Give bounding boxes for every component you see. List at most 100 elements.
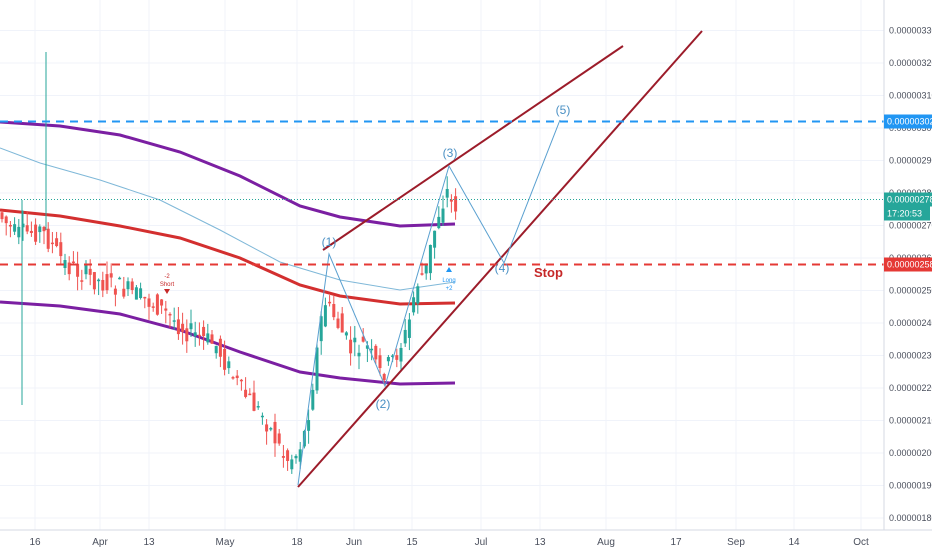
candle-body xyxy=(361,336,365,342)
price-badge-bg xyxy=(884,114,932,129)
price-badges: 0.00000302 0.00000278 17:20:53 0.00000258 xyxy=(884,114,932,272)
time-tick-label: 17 xyxy=(670,537,682,548)
candle-body xyxy=(168,313,172,316)
wave-label: (1) xyxy=(322,235,337,249)
time-tick-label: Sep xyxy=(727,537,745,548)
time-tick-label: Jul xyxy=(475,537,488,548)
candle-body xyxy=(101,279,105,291)
candle-body xyxy=(46,228,50,249)
candle-body xyxy=(164,308,168,311)
time-tick-label: 13 xyxy=(534,537,546,548)
candle-body xyxy=(181,323,185,332)
time-tick-label: 16 xyxy=(29,537,41,548)
candle-body xyxy=(382,374,386,381)
candle-body xyxy=(113,288,117,295)
candle-body xyxy=(311,389,315,410)
time-tick-label: Apr xyxy=(92,537,108,548)
price-badge-label: 0.00000258 xyxy=(887,260,932,270)
candle-body xyxy=(210,334,214,344)
candle-body xyxy=(126,281,130,290)
candle-body xyxy=(424,263,428,274)
ma-line-blue xyxy=(0,147,456,291)
time-tick-label: May xyxy=(216,537,235,548)
candle-body xyxy=(244,389,248,397)
candle-body xyxy=(319,316,323,342)
candle-body xyxy=(151,306,155,308)
candle-body xyxy=(223,348,227,370)
long-signal-label: Long xyxy=(442,278,455,284)
candle-body xyxy=(286,450,290,461)
candle-body xyxy=(395,355,399,360)
candle-body xyxy=(399,347,403,362)
candle-body xyxy=(344,332,348,336)
candle-body xyxy=(281,456,285,458)
candle-body xyxy=(437,216,441,229)
candle-body xyxy=(378,355,382,369)
candle-body xyxy=(38,226,42,233)
candle-body xyxy=(441,208,445,223)
chart-drawings xyxy=(297,30,703,488)
time-tick-label: Aug xyxy=(597,537,615,548)
chart-annotations: (1) (2) (3) (4) (5) Stop -2 Short Long +2 xyxy=(160,103,571,411)
ma-line-purple-lower xyxy=(0,300,456,386)
time-tick-label: 15 xyxy=(406,537,418,548)
time-tick-label: 14 xyxy=(788,537,800,548)
candle-body xyxy=(391,355,395,357)
candle-body xyxy=(160,299,164,306)
candle-body xyxy=(0,212,4,220)
candle-body xyxy=(80,280,84,282)
moving-averages xyxy=(0,120,456,386)
wave-label: (4) xyxy=(495,261,510,275)
candle-body xyxy=(449,199,453,202)
candle-body xyxy=(176,319,180,335)
candle-body xyxy=(25,225,29,232)
candle-body xyxy=(323,305,327,327)
elliott-wave-path xyxy=(297,119,561,486)
candle-body xyxy=(403,329,407,344)
candle-body xyxy=(122,288,126,297)
candle-body xyxy=(420,273,424,275)
candle-body xyxy=(412,297,416,313)
candle-body xyxy=(155,294,159,315)
time-axis[interactable]: 16 Apr 13 May 18 Jun 15 Jul 13 Aug 17 Sep 14 Oct xyxy=(0,529,932,548)
price-tick-label: 0.00000330 xyxy=(889,26,932,36)
candle-body xyxy=(202,326,206,337)
time-tick-label: Jun xyxy=(346,537,362,548)
price-badge-label: 0.00000302 xyxy=(887,117,932,127)
candle-body xyxy=(8,224,12,227)
candle-body xyxy=(55,238,59,247)
candle-body xyxy=(189,323,193,330)
candle-body xyxy=(365,345,369,349)
candle-body xyxy=(239,379,243,382)
candle-body xyxy=(92,272,96,290)
candle-body xyxy=(416,286,420,304)
price-tick-label: 0.00000290 xyxy=(889,156,932,166)
candle-body xyxy=(105,274,109,291)
price-tick-label: 0.00000240 xyxy=(889,318,932,328)
candle-body xyxy=(315,347,319,391)
ma-line-red xyxy=(0,208,456,306)
time-tick-label: 13 xyxy=(143,537,155,548)
candle-body xyxy=(277,433,281,444)
candle-body xyxy=(248,393,252,396)
candle-body xyxy=(76,263,80,277)
candle-body xyxy=(290,459,294,470)
candle-body xyxy=(256,406,260,408)
candle-body xyxy=(218,338,222,357)
candle-body xyxy=(197,334,201,337)
candle-body xyxy=(147,298,151,307)
candle-body xyxy=(4,216,8,224)
candle-body xyxy=(298,449,302,462)
price-tick-label: 0.00000320 xyxy=(889,58,932,68)
candle-body xyxy=(206,333,210,343)
candle-body xyxy=(13,224,17,232)
wave-label: (2) xyxy=(376,397,391,411)
candle-body xyxy=(50,242,54,245)
candle-body xyxy=(386,357,390,362)
candle-body xyxy=(109,273,113,278)
wave-label: (3) xyxy=(443,146,458,160)
candle-body xyxy=(265,424,269,432)
price-badge-bg xyxy=(884,192,932,207)
candle-body xyxy=(97,279,101,282)
